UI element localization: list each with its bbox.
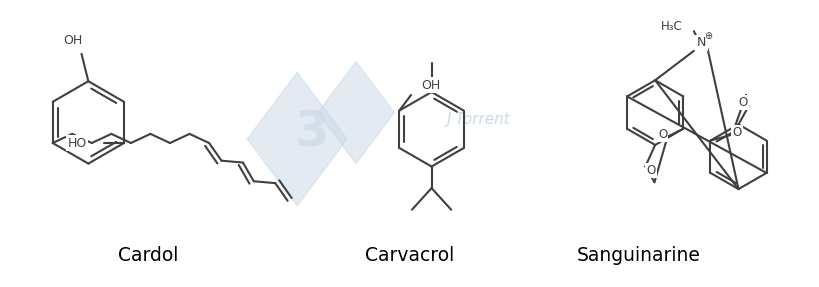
Text: ⊕: ⊕ bbox=[704, 31, 712, 41]
Text: Sanguinarine: Sanguinarine bbox=[577, 246, 700, 265]
Text: O: O bbox=[731, 126, 740, 139]
Polygon shape bbox=[318, 62, 394, 164]
Text: 3: 3 bbox=[294, 108, 329, 156]
Text: N: N bbox=[696, 36, 705, 49]
Text: HO: HO bbox=[67, 137, 87, 150]
Text: O: O bbox=[646, 164, 655, 177]
Text: O: O bbox=[738, 96, 747, 109]
Text: H₃C: H₃C bbox=[659, 20, 681, 33]
Text: OH: OH bbox=[420, 79, 440, 92]
Text: OH: OH bbox=[63, 34, 82, 46]
Text: O: O bbox=[657, 128, 667, 141]
Text: Carvacrol: Carvacrol bbox=[365, 246, 454, 265]
Text: Cardol: Cardol bbox=[118, 246, 179, 265]
Text: J Torrent: J Torrent bbox=[446, 112, 510, 127]
Polygon shape bbox=[247, 72, 346, 206]
